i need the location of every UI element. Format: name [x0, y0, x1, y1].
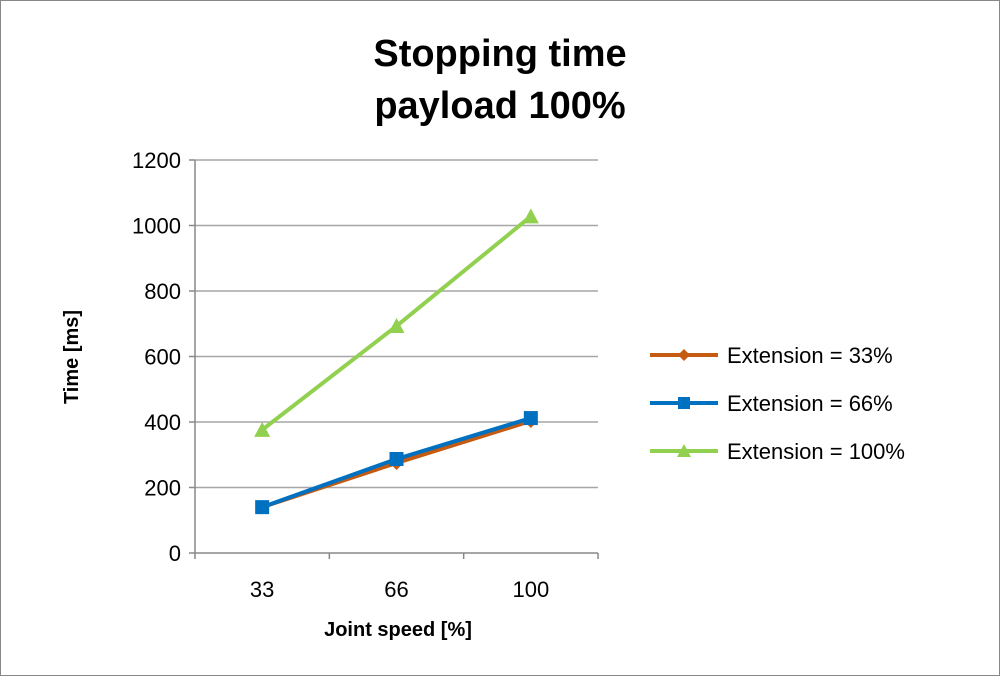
- y-tick-label: 600: [144, 345, 181, 370]
- legend-label: Extension = 100%: [727, 439, 905, 464]
- y-tick-label: 200: [144, 476, 181, 501]
- y-axis-label: Time [ms]: [61, 310, 83, 404]
- y-tick-label: 1000: [132, 214, 181, 239]
- chart-title: Stopping time: [373, 33, 626, 75]
- data-point: [523, 411, 538, 426]
- legend-marker: [678, 397, 690, 409]
- y-tick-label: 800: [144, 279, 181, 304]
- legend-label: Extension = 66%: [727, 391, 893, 416]
- data-point: [388, 318, 405, 334]
- data-point: [522, 208, 539, 224]
- y-tick-label: 1200: [132, 148, 181, 173]
- x-tick-label: 33: [250, 577, 274, 602]
- chart-subtitle: payload 100%: [374, 85, 625, 127]
- y-tick-label: 0: [169, 541, 181, 566]
- legend-marker: [678, 349, 690, 361]
- legend-marker: [677, 444, 691, 457]
- x-tick-label: 100: [512, 577, 549, 602]
- data-point: [389, 452, 404, 467]
- data-point: [254, 421, 271, 437]
- y-tick-label: 400: [144, 410, 181, 435]
- x-axis-label: Joint speed [%]: [324, 619, 472, 641]
- x-tick-label: 66: [384, 577, 408, 602]
- data-point: [255, 500, 270, 515]
- legend-label: Extension = 33%: [727, 343, 893, 368]
